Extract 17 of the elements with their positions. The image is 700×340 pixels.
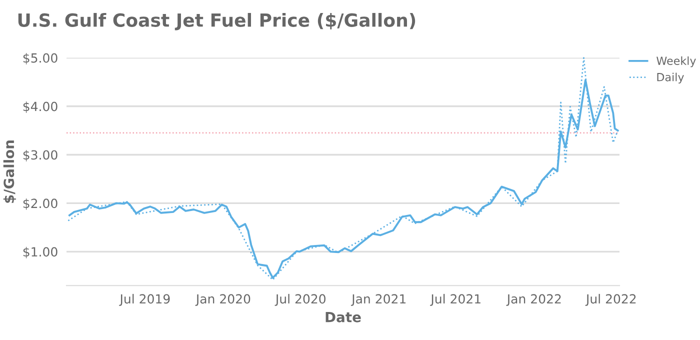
y-tick-label: $4.00 <box>23 102 58 113</box>
x-tick-label: Jul 2022 <box>585 294 636 306</box>
x-tick-label: Jan 2020 <box>195 294 250 306</box>
x-tick-label: Jan 2022 <box>506 294 561 306</box>
y-tick-label: $1.00 <box>23 246 58 258</box>
x-tick-label: Jan 2021 <box>350 294 406 306</box>
y-tick-label: $5.00 <box>23 53 58 64</box>
chart-title: U.S. Gulf Coast Jet Fuel Price ($/Gallon) <box>18 12 416 30</box>
x-tick-label: Jul 2021 <box>430 294 480 306</box>
y-tick-label: $2.00 <box>23 198 58 210</box>
legend-label: Daily <box>657 72 684 84</box>
y-tick-label: $3.00 <box>23 150 58 162</box>
x-tick-label: Jul 2020 <box>274 294 326 306</box>
y-axis-title: $/Gallon <box>3 140 16 203</box>
x-axis-title: Date <box>326 312 361 322</box>
legend-label: Weekly <box>656 56 696 68</box>
x-tick-label: Jul 2019 <box>119 294 170 306</box>
